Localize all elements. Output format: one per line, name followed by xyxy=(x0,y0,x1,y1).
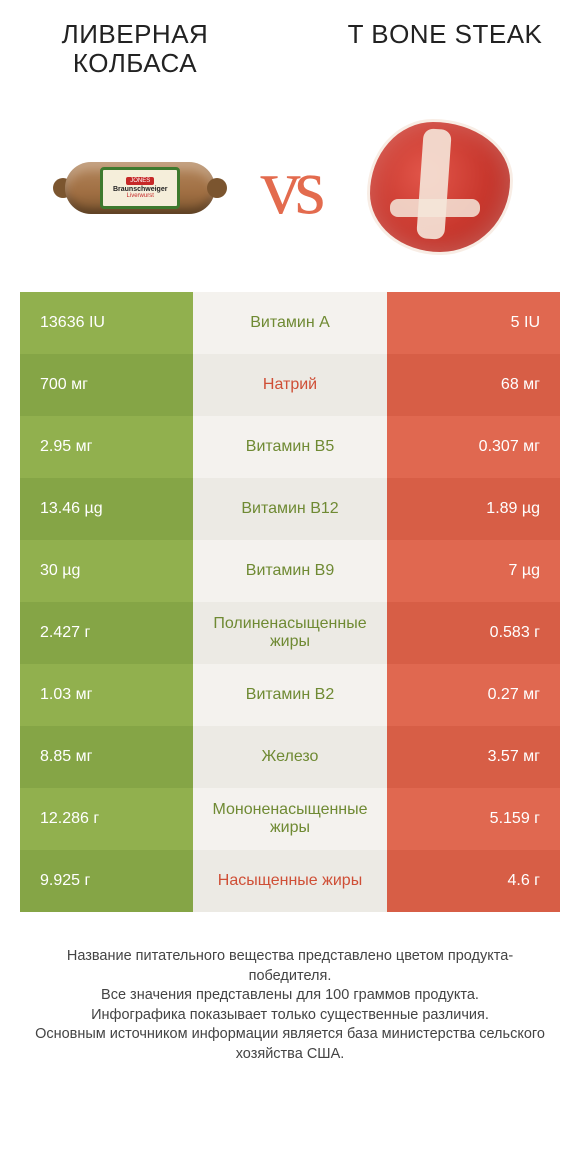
value-left: 13636 IU xyxy=(20,292,193,354)
value-left: 30 µg xyxy=(20,540,193,602)
value-right: 5 IU xyxy=(387,292,560,354)
nutrient-label: Натрий xyxy=(193,354,387,416)
value-left: 2.95 мг xyxy=(20,416,193,478)
value-right: 0.27 мг xyxy=(387,664,560,726)
table-row: 8.85 мгЖелезо3.57 мг xyxy=(20,726,560,788)
steak-icon xyxy=(355,107,525,267)
value-left: 2.427 г xyxy=(20,602,193,664)
nutrient-label: Витамин A xyxy=(193,292,387,354)
value-left: 8.85 мг xyxy=(20,726,193,788)
value-right: 1.89 µg xyxy=(387,478,560,540)
table-row: 9.925 гНасыщенные жиры4.6 г xyxy=(20,850,560,912)
value-right: 0.583 г xyxy=(387,602,560,664)
footer-note: Название питательного вещества представл… xyxy=(20,947,560,1064)
comparison-table: 13636 IUВитамин A5 IU700 мгНатрий68 мг2.… xyxy=(20,292,560,912)
table-row: 2.427 гПолиненасыщенные жиры0.583 г xyxy=(20,602,560,664)
value-left: 9.925 г xyxy=(20,850,193,912)
value-right: 3.57 мг xyxy=(387,726,560,788)
value-left: 13.46 µg xyxy=(20,478,193,540)
nutrient-label: Полиненасыщенные жиры xyxy=(193,602,387,664)
value-left: 700 мг xyxy=(20,354,193,416)
value-right: 4.6 г xyxy=(387,850,560,912)
value-right: 0.307 мг xyxy=(387,416,560,478)
header: ЛИВЕРНАЯ КОЛБАСА T BONE STEAK xyxy=(20,20,560,77)
infographic: ЛИВЕРНАЯ КОЛБАСА T BONE STEAK JONES Brau… xyxy=(0,0,580,1174)
hero: JONES Braunschweiger Liverwurst vs xyxy=(20,107,560,267)
value-right: 5.159 г xyxy=(387,788,560,850)
title-left: ЛИВЕРНАЯ КОЛБАСА xyxy=(20,20,250,77)
value-left: 1.03 мг xyxy=(20,664,193,726)
table-row: 12.286 гМононенасыщенные жиры5.159 г xyxy=(20,788,560,850)
table-row: 1.03 мгВитамин B20.27 мг xyxy=(20,664,560,726)
table-row: 13.46 µgВитамин B121.89 µg xyxy=(20,478,560,540)
vs-label: vs xyxy=(260,142,319,233)
nutrient-label: Железо xyxy=(193,726,387,788)
table-row: 700 мгНатрий68 мг xyxy=(20,354,560,416)
nutrient-label: Мононенасыщенные жиры xyxy=(193,788,387,850)
nutrient-label: Насыщенные жиры xyxy=(193,850,387,912)
title-right: T BONE STEAK xyxy=(330,20,560,49)
sausage-icon: JONES Braunschweiger Liverwurst xyxy=(45,137,235,237)
table-row: 2.95 мгВитамин B50.307 мг xyxy=(20,416,560,478)
table-row: 30 µgВитамин B97 µg xyxy=(20,540,560,602)
food-image-left: JONES Braunschweiger Liverwurst xyxy=(20,137,260,237)
food-image-right xyxy=(320,107,560,267)
value-right: 68 мг xyxy=(387,354,560,416)
value-left: 12.286 г xyxy=(20,788,193,850)
value-right: 7 µg xyxy=(387,540,560,602)
nutrient-label: Витамин B9 xyxy=(193,540,387,602)
nutrient-label: Витамин B5 xyxy=(193,416,387,478)
table-row: 13636 IUВитамин A5 IU xyxy=(20,292,560,354)
nutrient-label: Витамин B2 xyxy=(193,664,387,726)
nutrient-label: Витамин B12 xyxy=(193,478,387,540)
